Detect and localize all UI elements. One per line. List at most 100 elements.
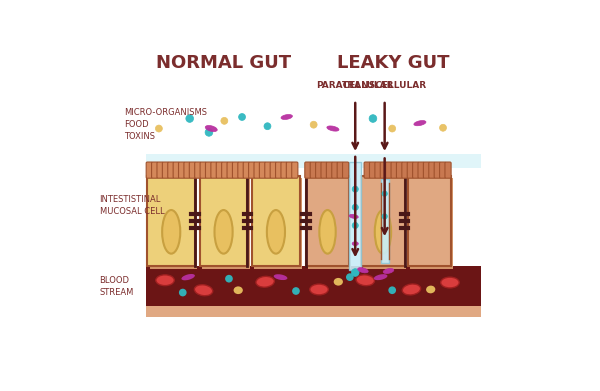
- Ellipse shape: [349, 214, 358, 219]
- FancyBboxPatch shape: [445, 162, 451, 178]
- Text: PARACELLULAR: PARACELLULAR: [316, 81, 394, 90]
- FancyBboxPatch shape: [216, 162, 223, 178]
- FancyBboxPatch shape: [205, 162, 212, 178]
- FancyBboxPatch shape: [316, 162, 322, 178]
- FancyBboxPatch shape: [281, 162, 287, 178]
- Ellipse shape: [440, 124, 446, 131]
- FancyBboxPatch shape: [375, 162, 381, 178]
- Ellipse shape: [239, 113, 245, 120]
- Text: MICRO-ORGANISMS
FOOD
TOXINS: MICRO-ORGANISMS FOOD TOXINS: [124, 108, 207, 141]
- FancyBboxPatch shape: [424, 162, 430, 178]
- FancyBboxPatch shape: [190, 162, 196, 178]
- Ellipse shape: [319, 210, 336, 254]
- FancyBboxPatch shape: [413, 162, 419, 178]
- Ellipse shape: [441, 277, 459, 288]
- FancyBboxPatch shape: [397, 162, 403, 178]
- FancyBboxPatch shape: [286, 162, 292, 178]
- FancyBboxPatch shape: [402, 162, 408, 178]
- FancyBboxPatch shape: [227, 162, 233, 178]
- Ellipse shape: [205, 126, 217, 132]
- FancyBboxPatch shape: [243, 162, 250, 178]
- Ellipse shape: [181, 274, 195, 280]
- Bar: [410, 178, 453, 269]
- Ellipse shape: [205, 129, 213, 136]
- Ellipse shape: [388, 286, 396, 294]
- Ellipse shape: [426, 285, 436, 293]
- Bar: [254, 178, 302, 269]
- FancyBboxPatch shape: [270, 162, 277, 178]
- Bar: [146, 307, 481, 317]
- FancyBboxPatch shape: [407, 162, 413, 178]
- FancyBboxPatch shape: [337, 162, 343, 178]
- FancyBboxPatch shape: [310, 162, 316, 178]
- Bar: [202, 178, 250, 269]
- FancyBboxPatch shape: [184, 162, 190, 178]
- Ellipse shape: [256, 276, 274, 287]
- Bar: [200, 176, 247, 266]
- FancyBboxPatch shape: [332, 162, 338, 178]
- Bar: [146, 266, 481, 307]
- Bar: [381, 179, 389, 262]
- FancyBboxPatch shape: [440, 162, 446, 178]
- Bar: [306, 176, 349, 266]
- Ellipse shape: [310, 121, 317, 128]
- FancyBboxPatch shape: [265, 162, 271, 178]
- Ellipse shape: [374, 274, 388, 280]
- FancyBboxPatch shape: [259, 162, 266, 178]
- Ellipse shape: [334, 278, 343, 285]
- FancyBboxPatch shape: [386, 162, 392, 178]
- Bar: [349, 161, 361, 270]
- Ellipse shape: [352, 222, 358, 229]
- Ellipse shape: [383, 269, 394, 274]
- FancyBboxPatch shape: [292, 162, 298, 178]
- FancyBboxPatch shape: [179, 162, 185, 178]
- Bar: [148, 176, 195, 266]
- Bar: [146, 154, 481, 168]
- FancyBboxPatch shape: [434, 162, 440, 178]
- FancyBboxPatch shape: [391, 162, 397, 178]
- Ellipse shape: [194, 285, 213, 296]
- Ellipse shape: [346, 273, 354, 281]
- Ellipse shape: [402, 284, 421, 295]
- Ellipse shape: [214, 210, 233, 254]
- FancyBboxPatch shape: [173, 162, 179, 178]
- FancyBboxPatch shape: [326, 162, 332, 178]
- Ellipse shape: [274, 274, 287, 280]
- FancyBboxPatch shape: [380, 162, 386, 178]
- FancyBboxPatch shape: [163, 162, 169, 178]
- Text: NORMAL GUT: NORMAL GUT: [156, 54, 291, 72]
- Text: BLOOD
STREAM: BLOOD STREAM: [100, 276, 134, 297]
- FancyBboxPatch shape: [194, 162, 201, 178]
- FancyBboxPatch shape: [221, 162, 228, 178]
- FancyBboxPatch shape: [418, 162, 424, 178]
- Ellipse shape: [233, 286, 243, 294]
- Bar: [361, 176, 404, 266]
- Text: TRANSCELLULAR: TRANSCELLULAR: [342, 81, 427, 90]
- Bar: [252, 176, 300, 266]
- Ellipse shape: [327, 126, 339, 131]
- Ellipse shape: [310, 284, 328, 295]
- FancyBboxPatch shape: [248, 162, 255, 178]
- Ellipse shape: [369, 115, 377, 122]
- Bar: [149, 178, 197, 269]
- FancyBboxPatch shape: [232, 162, 239, 178]
- FancyBboxPatch shape: [254, 162, 260, 178]
- FancyBboxPatch shape: [321, 162, 327, 178]
- Ellipse shape: [155, 125, 163, 132]
- FancyBboxPatch shape: [364, 162, 370, 178]
- FancyBboxPatch shape: [370, 162, 376, 178]
- FancyBboxPatch shape: [200, 162, 206, 178]
- FancyBboxPatch shape: [146, 162, 152, 178]
- FancyBboxPatch shape: [211, 162, 217, 178]
- Ellipse shape: [382, 214, 388, 219]
- Ellipse shape: [292, 287, 300, 295]
- FancyBboxPatch shape: [152, 162, 158, 178]
- Ellipse shape: [156, 275, 174, 285]
- FancyBboxPatch shape: [343, 162, 349, 178]
- Text: LEAKY GUT: LEAKY GUT: [337, 54, 449, 72]
- Ellipse shape: [225, 275, 233, 283]
- Text: INTESTISTINAL
MUCOSAL CELL: INTESTISTINAL MUCOSAL CELL: [100, 195, 164, 216]
- Ellipse shape: [186, 115, 194, 122]
- Ellipse shape: [267, 210, 285, 254]
- Ellipse shape: [179, 289, 187, 296]
